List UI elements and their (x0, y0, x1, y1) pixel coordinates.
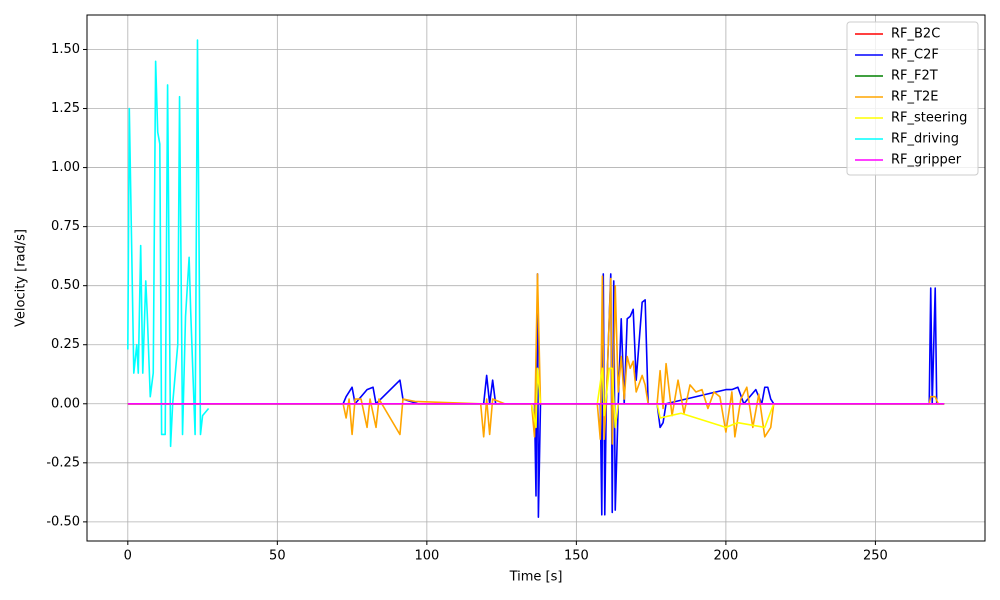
legend-label: RF_F2T (891, 69, 938, 84)
legend-label: RF_gripper (891, 153, 962, 168)
legend-label: RF_B2C (891, 27, 940, 42)
x-tick-label: 100 (414, 549, 439, 564)
x-tick-label: 150 (564, 549, 589, 564)
x-tick-label: 0 (124, 549, 132, 564)
y-tick-label: 0.75 (51, 219, 80, 234)
y-tick-label: 0.00 (51, 396, 80, 411)
series-line (127, 39, 210, 448)
legend-box (846, 21, 979, 176)
y-tick-label: 0.50 (51, 278, 80, 293)
y-tick-label: 1.00 (51, 160, 80, 175)
legend-label: RF_driving (891, 132, 959, 147)
legend-label: RF_steering (891, 111, 967, 126)
plot-frame (86, 14, 986, 542)
y-axis-label: Velocity [rad/s] (14, 229, 29, 327)
x-tick-label: 250 (863, 549, 888, 564)
y-tick-label: 1.25 (51, 101, 80, 116)
series-line (127, 273, 945, 445)
x-tick-label: 50 (269, 549, 286, 564)
series-line (127, 367, 945, 429)
y-tick-label: 0.25 (51, 337, 80, 352)
y-tick-label: -0.50 (46, 514, 80, 529)
legend: RF_B2C RF_C2F RF_F2T RF_T2E RF_steering RF_dr… (846, 21, 979, 176)
x-axis-label: Time [s] (509, 570, 563, 585)
y-tick-label: -0.25 (46, 455, 80, 470)
legend-label: RF_C2F (891, 48, 939, 63)
y-tick-label: 1.50 (51, 42, 80, 57)
legend-label: RF_T2E (891, 90, 938, 105)
x-tick-label: 200 (713, 549, 738, 564)
